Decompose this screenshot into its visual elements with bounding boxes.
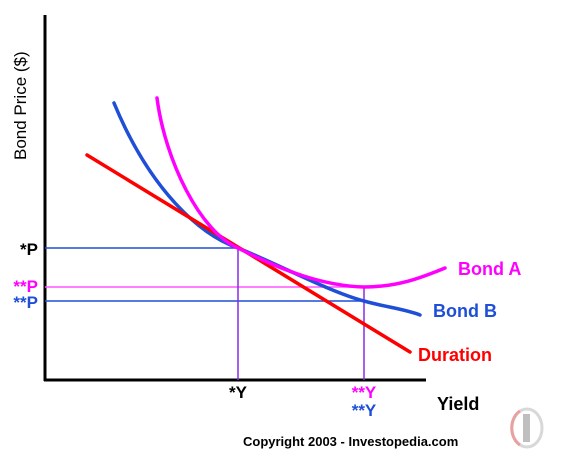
copyright-text: Copyright 2003 - Investopedia.com [243, 434, 458, 449]
yield-label-bond-b: **Y [352, 401, 377, 420]
investopedia-logo-icon [512, 409, 542, 447]
bond-b-label: Bond B [433, 301, 497, 321]
x-axis-label: Yield [437, 394, 479, 414]
bond-a-label: Bond A [458, 259, 521, 279]
bond-a-curve [157, 98, 445, 287]
duration-label: Duration [418, 345, 492, 365]
price-label-bond-b: **P [13, 293, 38, 312]
yield-label-star: *Y [229, 383, 248, 402]
yield-label-bond-a: **Y [352, 383, 377, 402]
y-axis-label: Bond Price ($) [11, 51, 30, 160]
price-label-star: *P [20, 240, 38, 259]
bond-b-curve [114, 103, 420, 315]
